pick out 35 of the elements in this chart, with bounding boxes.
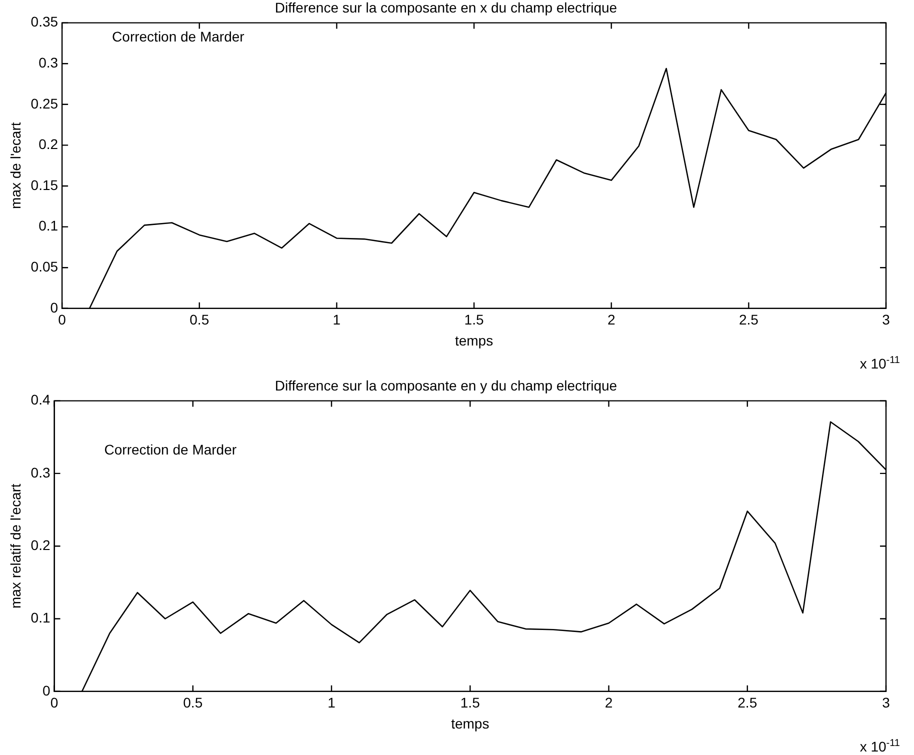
y-tick-label: 0.05 [30, 258, 58, 274]
x-tick-label: 3 [882, 694, 890, 711]
y-tick-label: 0.4 [30, 392, 50, 408]
text: x 10$^{-11}$ [860, 738, 900, 755]
y-axis-title: max relatif de l'ecart [7, 484, 24, 609]
y-tick-label: 0.25 [30, 95, 58, 112]
x-tick-label: 1.5 [464, 312, 484, 328]
y-tick-label: 0.2 [30, 536, 50, 553]
x-tick-label: 1 [332, 312, 341, 328]
x-tick-label: 2 [607, 312, 616, 328]
x-tick-label: 1 [328, 694, 336, 711]
annotation: Correction de Marder [112, 28, 245, 45]
x-tick-label: 1.5 [460, 694, 480, 711]
x-tick-label: 2 [604, 694, 613, 711]
x-tick-label: 0.5 [190, 312, 210, 328]
y-tick-label: 0.3 [38, 54, 58, 70]
y-tick-label: 0.3 [30, 464, 50, 480]
y-tick-label: 0.1 [30, 610, 50, 626]
y-tick-label: 0 [42, 682, 50, 698]
chart-title: Difference sur la composante en x du champ electrique [274, 0, 618, 16]
x-axis-title: temps [454, 332, 494, 348]
text: x 10$^{-11}$ [860, 355, 900, 372]
x-tick-label: 0.5 [183, 694, 203, 711]
x-tick-label: 2.5 [738, 312, 759, 328]
y-tick-label: 0.2 [38, 136, 58, 152]
x-axis-title: temps [451, 715, 490, 732]
y-tick-label: 0.35 [30, 14, 58, 30]
x-tick-label: 2.5 [738, 694, 758, 711]
chart-title: Difference sur la composante en y du champ electrique [274, 377, 618, 394]
x-tick-label: 3 [882, 312, 890, 328]
y-tick-label: 0 [50, 299, 58, 316]
y-tick-label: 0.1 [38, 218, 58, 234]
y-tick-label: 0.15 [30, 176, 58, 193]
y-axis-title: max de l'ecart [7, 122, 24, 209]
annotation: Correction de Marder [104, 442, 237, 458]
